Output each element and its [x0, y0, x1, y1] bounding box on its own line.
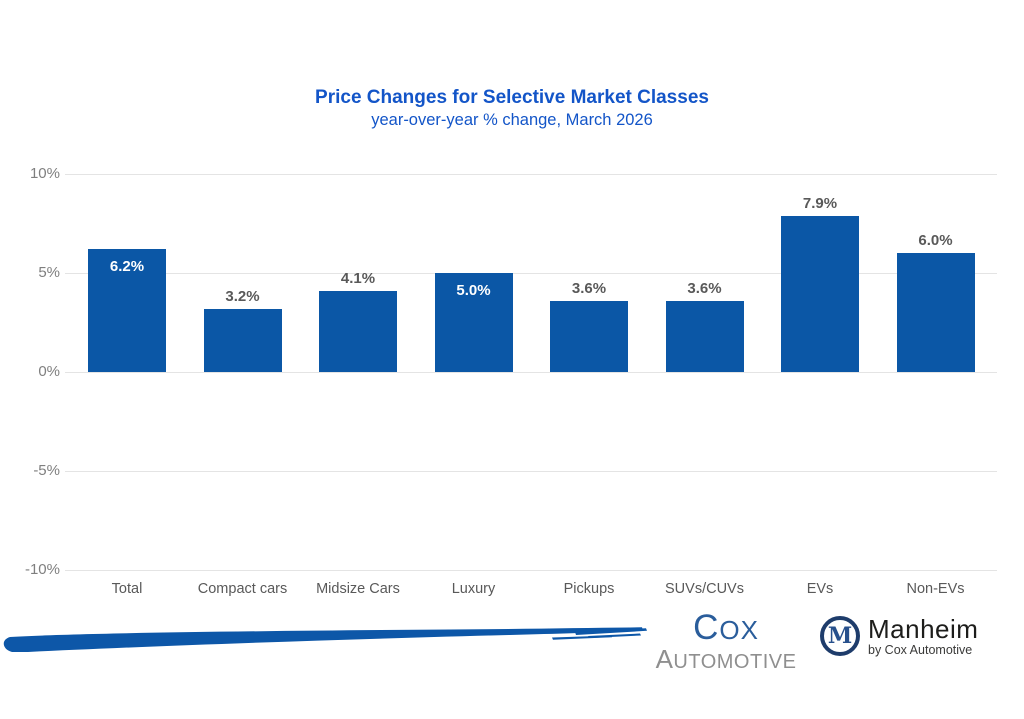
bar-value-label: 5.0%: [456, 282, 491, 299]
manheim-name: Manheim: [868, 614, 979, 644]
manheim-tagline: by Cox Automotive: [868, 643, 973, 657]
y-axis-tick: 5%: [38, 264, 60, 281]
footer: Cox Automotive M Manheim by Cox Automoti…: [0, 605, 1024, 685]
x-axis-label: Total: [111, 581, 143, 597]
cox-logo-automotive-text: Automotive: [655, 644, 797, 674]
bar: [203, 309, 282, 372]
bar: [319, 291, 397, 372]
x-axis-label: SUVs/CUVs: [665, 581, 744, 597]
x-axis-label: Midsize Cars: [316, 581, 400, 597]
gridline: [65, 372, 997, 373]
cox-logo-wordmark: Cox: [693, 608, 759, 647]
gridline: [65, 273, 997, 274]
chart-title: Price Changes for Selective Market Class…: [315, 87, 709, 108]
bar-value-label: 3.6%: [687, 280, 722, 297]
bar: [550, 301, 628, 372]
x-axis-label: Compact cars: [197, 581, 288, 597]
x-axis-label: Luxury: [451, 581, 496, 597]
cox-automotive-logo: Cox Automotive: [646, 608, 806, 674]
gridline: [65, 174, 997, 175]
bar-value-label: 4.1%: [340, 270, 376, 287]
x-axis-label: Non-EVs: [906, 581, 965, 597]
bar-value-label: 3.2%: [225, 288, 260, 305]
manheim-monogram-icon: M: [820, 616, 860, 657]
bar: [88, 249, 166, 372]
x-axis-label: Pickups: [563, 581, 615, 597]
chart-subtitle: year-over-year % change, March 2026: [371, 111, 653, 129]
bar-value-label: 6.0%: [918, 232, 953, 249]
brush-stroke-graphic: [3, 627, 647, 652]
bar: [434, 273, 513, 372]
y-axis-tick: -10%: [24, 561, 60, 578]
bar: [665, 301, 744, 372]
x-axis-label: EVs: [806, 581, 834, 597]
gridline: [65, 471, 997, 472]
bar: [781, 216, 859, 372]
bar-value-label: 7.9%: [802, 195, 838, 212]
bar: [896, 253, 975, 372]
y-axis-tick: 10%: [29, 165, 60, 182]
manheim-logo: M Manheim by Cox Automotive: [820, 616, 978, 657]
y-axis-tick: 0%: [38, 363, 60, 380]
bar-value-label: 6.2%: [109, 258, 145, 275]
gridline: [65, 570, 997, 571]
bar-value-label: 3.6%: [571, 280, 607, 297]
y-axis-tick: -5%: [33, 462, 60, 479]
manheim-logo-text: Manheim by Cox Automotive: [868, 616, 978, 657]
